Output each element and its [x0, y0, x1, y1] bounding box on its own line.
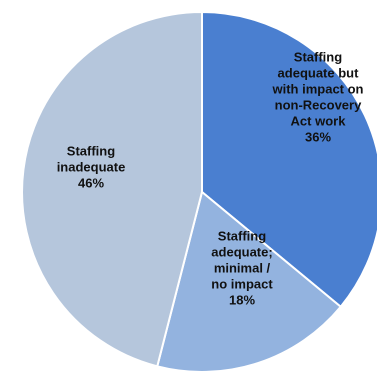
slice-label-line: no impact: [211, 276, 273, 291]
slice-label-line: adequate but: [278, 65, 360, 80]
slice-label-line: inadequate: [57, 159, 126, 174]
slice-percent-label: 18%: [229, 292, 255, 307]
slice-label-line: non-Recovery: [275, 97, 362, 112]
slice-label-line: adequate;: [211, 244, 272, 259]
slice-percent-label: 36%: [305, 129, 331, 144]
pie-slice-1: [156, 190, 343, 373]
pie-slice-2: [21, 10, 203, 368]
slice-percent-label: 46%: [78, 175, 104, 190]
slice-label-line: with impact on: [272, 81, 364, 96]
slice-label-line: Staffing: [67, 143, 115, 158]
slice-label-line: Staffing: [218, 228, 266, 243]
slice-label-line: Act work: [291, 113, 347, 128]
slice-label-line: Staffing: [294, 49, 342, 64]
slice-label-line: minimal /: [214, 260, 271, 275]
pie-slice-0: [201, 10, 377, 309]
